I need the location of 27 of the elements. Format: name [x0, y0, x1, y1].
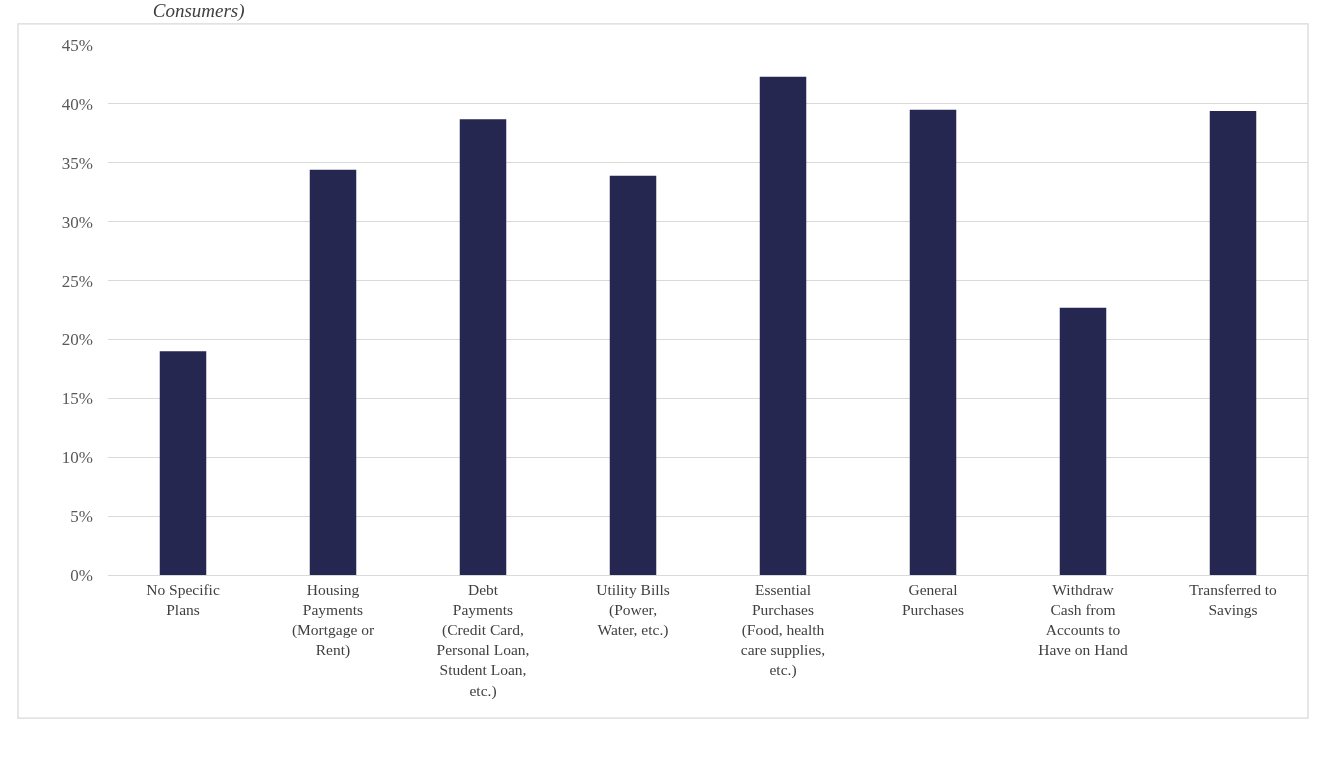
- bar: [459, 119, 507, 575]
- y-tick-label: 15%: [61, 389, 93, 409]
- y-tick-label: 0%: [70, 565, 93, 585]
- x-tick-label: Transferred to Savings: [1189, 580, 1278, 618]
- y-tick-label: 10%: [61, 448, 93, 468]
- bar: [1209, 110, 1257, 575]
- chart-title: Consumers): [152, 0, 245, 23]
- bar: [1059, 307, 1107, 575]
- y-tick-label: 5%: [70, 507, 93, 527]
- bar: [909, 109, 957, 575]
- bar: [759, 76, 807, 575]
- y-tick-label: 30%: [61, 212, 93, 232]
- x-tick-label: General Purchases: [902, 580, 964, 618]
- bar: [309, 169, 357, 575]
- y-tick-label: 20%: [61, 330, 93, 350]
- bar: [159, 351, 207, 575]
- x-tick-label: Debt Payments (Credit Card, Personal Loan, Student Loan, etc.): [436, 580, 530, 700]
- bar: [609, 175, 657, 575]
- y-tick-label: 45%: [61, 35, 93, 55]
- x-tick-label: Utility Bills (Power, Water, etc.): [596, 580, 670, 640]
- x-tick-label: Essential Purchases (Food, health care supplies, etc.): [740, 580, 826, 680]
- y-tick-label: 25%: [61, 271, 93, 291]
- x-tick-label: No Specific Plans: [146, 580, 220, 618]
- y-tick-label: 35%: [61, 153, 93, 173]
- y-tick-label: 40%: [61, 94, 93, 114]
- x-tick-label: Withdraw Cash from Accounts to Have on Hand: [1038, 580, 1129, 659]
- x-tick-label: Housing Payments (Mortgage or Rent): [291, 580, 375, 660]
